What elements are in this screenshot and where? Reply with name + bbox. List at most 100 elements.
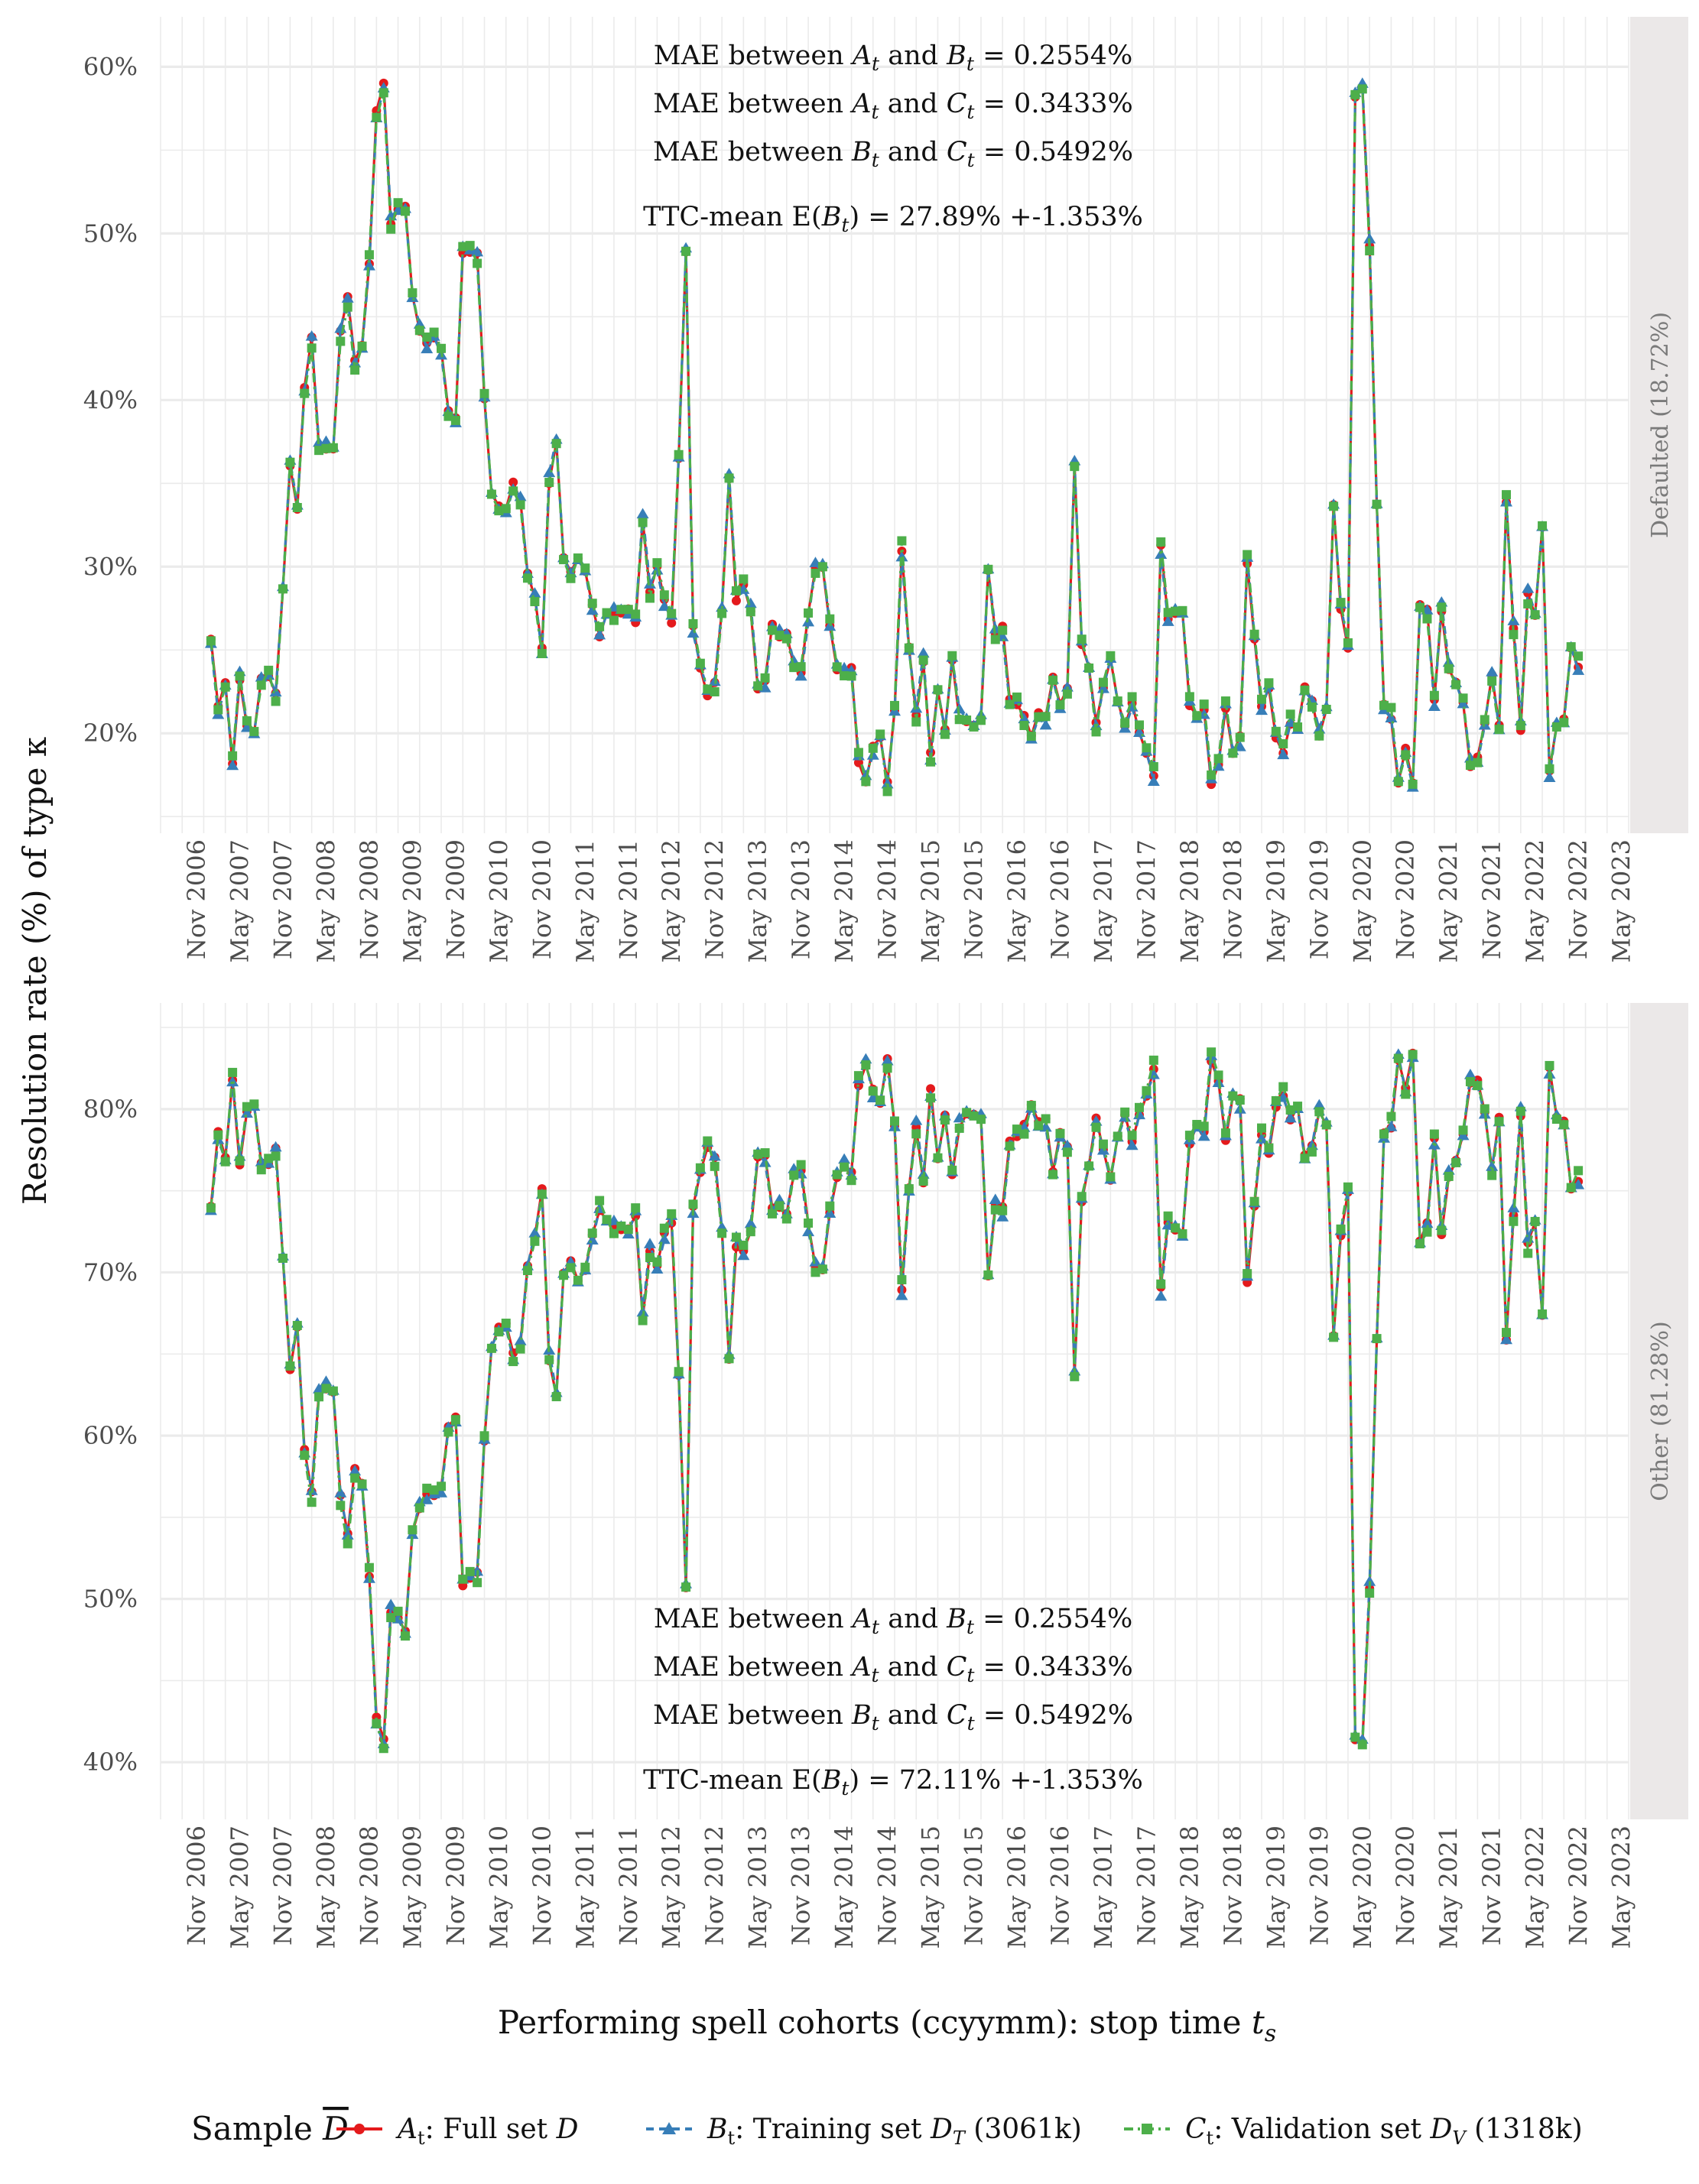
point-B	[644, 1238, 656, 1248]
point-B	[744, 597, 757, 608]
point-B	[636, 508, 649, 519]
point-B	[1421, 1217, 1434, 1228]
point-C	[1415, 602, 1425, 612]
point-C	[1062, 689, 1072, 699]
point-B	[687, 627, 700, 638]
point-C	[228, 1067, 238, 1077]
point-C	[775, 1201, 785, 1211]
point-C	[1127, 692, 1137, 702]
x-tick-label: May 2022	[1521, 839, 1550, 963]
y-tick-label: 30%	[83, 552, 138, 581]
point-C	[486, 1343, 496, 1353]
point-C	[1041, 712, 1051, 722]
point-C	[1271, 1095, 1281, 1105]
point-C	[1465, 761, 1475, 771]
point-B	[320, 435, 333, 446]
point-B	[341, 292, 354, 303]
point-C	[1365, 246, 1375, 256]
point-C	[1178, 605, 1187, 615]
point-C	[840, 1162, 850, 1172]
x-tick-label: Nov 2017	[1132, 839, 1161, 959]
point-C	[307, 1498, 317, 1507]
point-C	[1386, 703, 1396, 712]
point-C	[1098, 1139, 1108, 1149]
point-A	[731, 595, 741, 605]
x-tick-label: Nov 2020	[1391, 839, 1420, 959]
point-C	[566, 573, 576, 583]
legend-label: Ct: Validation set DV (1318k)	[1185, 2114, 1583, 2149]
point-C	[940, 729, 950, 739]
point-B	[708, 1150, 721, 1161]
point-C	[840, 671, 850, 681]
y-tick-label: 40%	[83, 385, 138, 414]
point-C	[753, 681, 763, 691]
point-C	[1357, 84, 1367, 94]
point-C	[429, 1485, 439, 1495]
point-C	[1523, 1248, 1533, 1258]
point-C	[1034, 712, 1044, 722]
point-C	[1091, 1122, 1101, 1132]
point-C	[1120, 718, 1130, 728]
point-C	[1055, 700, 1065, 710]
point-C	[1077, 1192, 1087, 1202]
point-C	[1487, 1170, 1497, 1180]
point-C	[746, 1227, 755, 1237]
point-C	[739, 1241, 749, 1251]
point-C	[1026, 1101, 1036, 1111]
point-C	[976, 716, 986, 725]
point-C	[659, 1223, 669, 1233]
point-C	[990, 1205, 1000, 1215]
point-C	[1178, 1229, 1187, 1239]
point-C	[213, 1130, 223, 1140]
point-B	[528, 587, 541, 598]
point-C	[609, 1228, 619, 1238]
point-C	[1451, 1157, 1461, 1167]
x-tick-label: May 2022	[1521, 1825, 1550, 1949]
point-C	[443, 1427, 453, 1437]
point-C	[1444, 1171, 1454, 1181]
mae-annotation: MAE between Bt and Ct = 0.5492%	[653, 1700, 1133, 1735]
point-C	[1019, 721, 1029, 731]
point-C	[587, 1228, 597, 1238]
point-C	[1135, 720, 1144, 730]
series-C	[206, 84, 1584, 797]
point-C	[998, 1206, 1008, 1215]
point-C	[1379, 700, 1389, 710]
point-C	[1574, 1166, 1584, 1176]
point-C	[206, 1203, 216, 1213]
point-C	[1077, 634, 1087, 644]
point-C	[933, 1153, 943, 1163]
point-C	[465, 241, 475, 251]
point-C	[458, 242, 468, 252]
point-C	[652, 1257, 662, 1267]
x-tick-label: Nov 2008	[355, 1825, 384, 1945]
point-C	[278, 584, 287, 594]
mae-annotation: MAE between At and Ct = 0.3433%	[653, 89, 1133, 123]
point-C	[1451, 680, 1461, 690]
point-C	[674, 449, 684, 459]
x-tick-label: Nov 2019	[1304, 1825, 1334, 1945]
point-C	[343, 302, 352, 312]
x-tick-label: May 2007	[226, 1825, 255, 1949]
x-tick-label: Nov 2015	[960, 1825, 989, 1945]
point-C	[1494, 725, 1504, 735]
point-B	[794, 670, 807, 681]
point-B	[996, 1211, 1009, 1222]
x-tick-label: Nov 2013	[787, 1825, 816, 1945]
x-tick-label: May 2009	[398, 1825, 427, 1949]
x-tick-label: Nov 2022	[1564, 1825, 1593, 1945]
x-tick-label: Nov 2011	[614, 839, 643, 959]
point-C	[1321, 1120, 1331, 1130]
x-tick-label: Nov 2014	[873, 839, 902, 959]
point-C	[1285, 1105, 1295, 1115]
point-C	[1480, 1104, 1489, 1114]
x-tick-label: Nov 2007	[268, 839, 297, 959]
point-B	[1284, 1111, 1297, 1123]
point-C	[768, 625, 777, 635]
y-tick-label: 20%	[83, 719, 138, 748]
point-C	[846, 671, 856, 681]
mae-annotation: MAE between At and Bt = 0.2554%	[654, 41, 1133, 75]
point-C	[695, 1163, 705, 1173]
point-C	[249, 1099, 259, 1109]
point-B	[1305, 1139, 1318, 1150]
